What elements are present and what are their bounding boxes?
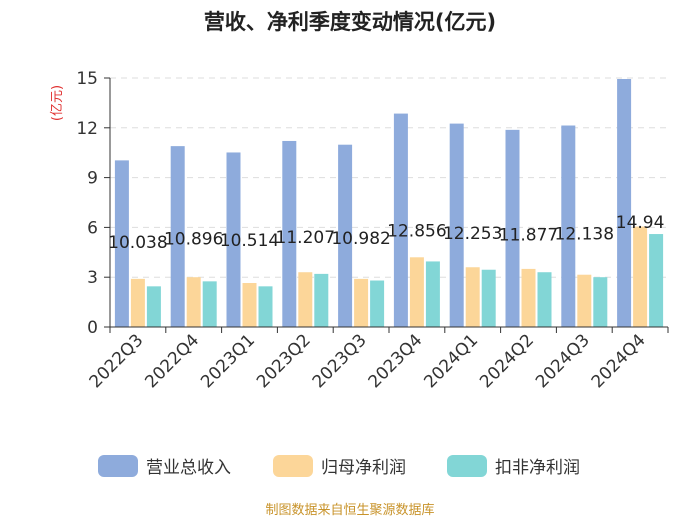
bar-2023Q3-s0[interactable] — [338, 144, 353, 327]
bar-2022Q3-s1[interactable] — [130, 278, 145, 327]
y-axis-label: (亿元) — [50, 85, 65, 121]
legend-label: 归母净利润 — [321, 458, 406, 478]
bar-2024Q3-s0[interactable] — [561, 125, 576, 327]
bar-2023Q4-s2[interactable] — [425, 261, 440, 327]
legend-label: 营业总收入 — [146, 458, 231, 478]
bar-2024Q2-s0[interactable] — [505, 129, 520, 327]
y-tick-label: 9 — [87, 169, 98, 189]
y-tick-label: 12 — [76, 119, 98, 139]
bar-2024Q3-s1[interactable] — [577, 274, 592, 327]
data-label-2024Q4: 14.94 — [616, 213, 665, 233]
legend-item-2[interactable]: 扣非净利润 — [447, 455, 580, 478]
x-tick-label-2024Q1: 2024Q1 — [420, 330, 482, 392]
legend-label: 扣非净利润 — [495, 458, 580, 478]
data-label-2022Q4: 10.896 — [164, 229, 223, 249]
legend-swatch — [273, 455, 313, 477]
legend-swatch — [447, 455, 487, 477]
x-tick-label-2023Q4: 2023Q4 — [365, 330, 427, 392]
bar-2022Q4-s2[interactable] — [202, 281, 217, 327]
bar-2023Q1-s0[interactable] — [226, 152, 241, 327]
bar-2023Q2-s2[interactable] — [314, 273, 329, 327]
data-label-2022Q3: 10.038 — [108, 233, 167, 253]
legend-swatch — [98, 455, 138, 477]
legend-item-0[interactable]: 营业总收入 — [98, 455, 231, 478]
bar-2022Q4-s0[interactable] — [170, 146, 185, 327]
bar-2023Q4-s1[interactable] — [409, 257, 424, 327]
y-tick-label: 0 — [87, 318, 98, 338]
x-tick-label-2024Q2: 2024Q2 — [476, 330, 538, 392]
bars — [114, 78, 664, 328]
chart-title: 营收、净利季度变动情况(亿元) — [204, 10, 496, 34]
bar-2023Q3-s2[interactable] — [370, 280, 385, 327]
data-label-2024Q1: 12.253 — [443, 224, 502, 244]
x-tick-label-2022Q4: 2022Q4 — [141, 330, 203, 392]
bar-2022Q3-s0[interactable] — [114, 160, 129, 327]
bar-2023Q2-s1[interactable] — [298, 272, 313, 327]
x-axis-ticks: 2022Q32022Q42023Q12023Q22023Q32023Q42024… — [86, 326, 669, 392]
bar-2023Q3-s1[interactable] — [354, 278, 369, 327]
bar-2023Q4-s0[interactable] — [393, 113, 408, 328]
bar-2024Q1-s0[interactable] — [449, 123, 464, 328]
bar-2023Q2-s0[interactable] — [282, 140, 297, 327]
bar-2024Q2-s1[interactable] — [521, 268, 536, 327]
y-axis-ticks: 0 3 6 9 12 15 — [76, 69, 111, 338]
x-tick-label-2022Q3: 2022Q3 — [86, 330, 148, 392]
bar-2024Q4-s1[interactable] — [633, 226, 648, 327]
footer-source: 制图数据来自恒生聚源数据库 — [265, 502, 434, 518]
x-tick-label-2023Q2: 2023Q2 — [253, 330, 315, 392]
bar-2024Q1-s1[interactable] — [465, 267, 480, 327]
data-label-2024Q3: 12.138 — [555, 224, 614, 244]
bar-2022Q4-s1[interactable] — [186, 277, 201, 327]
data-label-2023Q1: 10.514 — [220, 231, 279, 251]
data-label-2023Q2: 11.207 — [276, 228, 335, 248]
x-tick-label-2023Q3: 2023Q3 — [309, 330, 371, 392]
bar-2023Q1-s2[interactable] — [258, 286, 273, 327]
bar-2024Q2-s2[interactable] — [537, 272, 552, 327]
x-tick-label-2024Q4: 2024Q4 — [588, 330, 650, 392]
bar-2024Q3-s2[interactable] — [593, 277, 608, 327]
bar-2022Q3-s2[interactable] — [146, 286, 161, 327]
y-tick-label: 15 — [76, 69, 98, 89]
data-labels: 10.03810.89610.51411.20710.98212.85612.2… — [108, 213, 664, 253]
bar-2023Q1-s1[interactable] — [242, 283, 257, 327]
legend-item-1[interactable]: 归母净利润 — [273, 455, 406, 478]
data-label-2023Q3: 10.982 — [331, 229, 390, 249]
data-label-2024Q2: 11.877 — [499, 225, 558, 245]
x-tick-label-2023Q1: 2023Q1 — [197, 330, 259, 392]
bar-2024Q4-s0[interactable] — [617, 78, 632, 327]
bar-2024Q4-s2[interactable] — [649, 234, 664, 327]
y-tick-label: 3 — [87, 268, 98, 288]
x-tick-label-2024Q3: 2024Q3 — [532, 330, 594, 392]
legend[interactable]: 营业总收入 归母净利润 扣非净利润 — [98, 455, 580, 478]
bar-2024Q1-s2[interactable] — [481, 269, 496, 327]
data-label-2023Q4: 12.856 — [387, 222, 446, 242]
y-tick-label: 6 — [87, 218, 98, 238]
